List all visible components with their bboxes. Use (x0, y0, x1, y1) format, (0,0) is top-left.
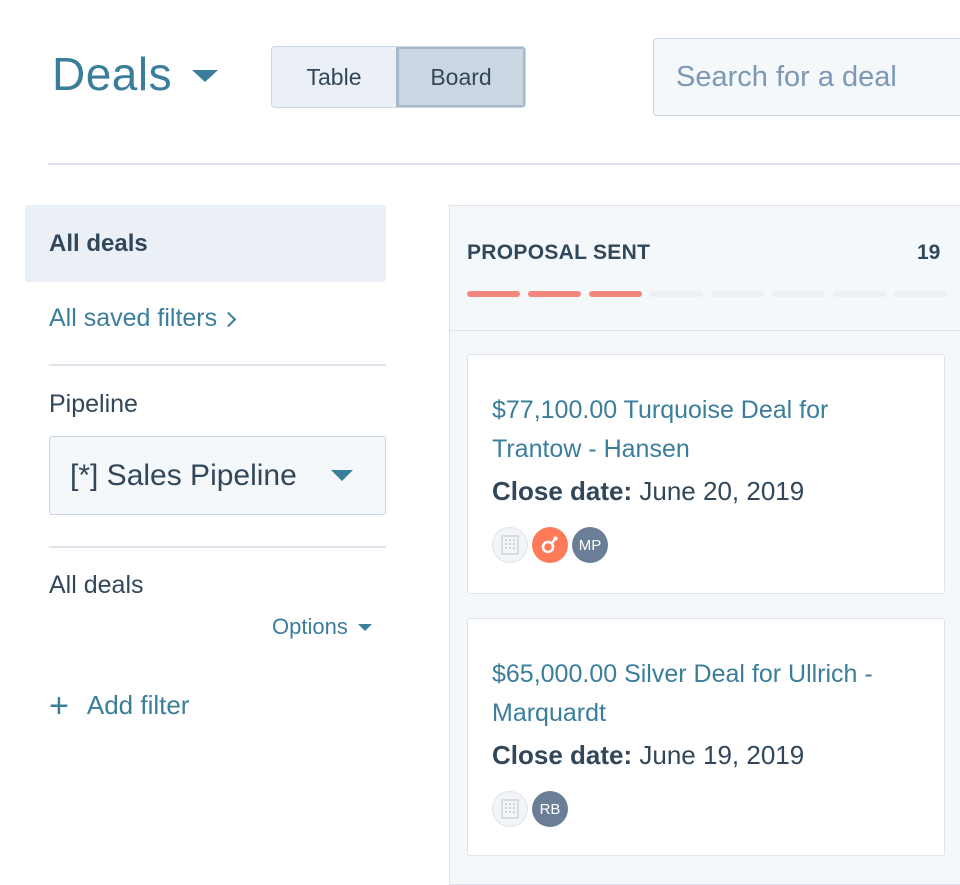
company-icon[interactable] (492, 791, 528, 827)
plus-icon: + (49, 686, 69, 725)
deal-card[interactable]: $65,000.00 Silver Deal for Ullrich - Mar… (467, 618, 945, 856)
company-icon[interactable] (492, 527, 528, 563)
progress-segment (528, 291, 581, 297)
progress-segment (894, 291, 947, 297)
column-count: 19 (917, 241, 941, 264)
close-date-row: Close date: June 19, 2019 (492, 735, 920, 775)
deal-name-link[interactable]: $77,100.00 Turquoise Deal for Trantow - … (492, 396, 829, 463)
board-view-button[interactable]: Board (397, 47, 525, 107)
pipeline-label: Pipeline (49, 390, 138, 418)
view-toggle: Table Board (271, 46, 526, 108)
pipeline-value: [*] Sales Pipeline (70, 458, 297, 492)
progress-segment (589, 291, 642, 297)
column-header: PROPOSAL SENT 19 (450, 206, 960, 331)
sidebar-item-all-deals[interactable]: All deals (25, 205, 386, 282)
progress-segment (772, 291, 825, 297)
deal-card[interactable]: $77,100.00 Turquoise Deal for Trantow - … (467, 354, 945, 594)
page-title: Deals (52, 48, 173, 100)
progress-segment (711, 291, 764, 297)
add-filter-label: Add filter (86, 690, 190, 720)
chevron-right-icon (220, 311, 237, 328)
header-divider (48, 163, 960, 165)
progress-segment (833, 291, 886, 297)
user-avatar[interactable]: RB (532, 791, 568, 827)
saved-filters-label: All saved filters (49, 304, 218, 332)
associated-avatars: RB (492, 791, 920, 827)
sidebar-divider (49, 546, 386, 548)
close-date-value: June 20, 2019 (639, 476, 805, 506)
column-title: PROPOSAL SENT (467, 241, 651, 264)
deal-name-link[interactable]: $65,000.00 Silver Deal for Ullrich - Mar… (492, 660, 873, 727)
sidebar-divider (49, 364, 386, 366)
caret-down-icon (192, 70, 219, 82)
options-dropdown[interactable]: Options (272, 614, 372, 640)
deals-view-menu[interactable]: Deals (52, 46, 219, 102)
close-date-value: June 19, 2019 (639, 740, 805, 770)
add-filter-button[interactable]: + Add filter (49, 686, 190, 725)
all-saved-filters-link[interactable]: All saved filters (49, 304, 237, 333)
search-box (653, 38, 960, 116)
close-date-label: Close date: (492, 476, 633, 506)
progress-segment (650, 291, 703, 297)
close-date-row: Close date: June 20, 2019 (492, 471, 920, 511)
board-column-proposal-sent: PROPOSAL SENT 19 $77,100.00 Turquoise De… (449, 205, 960, 885)
progress-segment (467, 291, 520, 297)
filters-heading: All deals (49, 571, 144, 599)
associated-avatars: MP (492, 527, 920, 563)
close-date-label: Close date: (492, 740, 633, 770)
caret-down-icon (357, 623, 372, 631)
caret-down-icon (331, 470, 353, 481)
stage-progress-bar (467, 291, 947, 297)
table-view-button[interactable]: Table (272, 47, 397, 107)
hubspot-icon[interactable] (532, 527, 568, 563)
user-avatar[interactable]: MP (572, 527, 608, 563)
search-input[interactable] (674, 59, 960, 95)
pipeline-select[interactable]: [*] Sales Pipeline (49, 436, 386, 515)
options-label: Options (272, 614, 348, 639)
